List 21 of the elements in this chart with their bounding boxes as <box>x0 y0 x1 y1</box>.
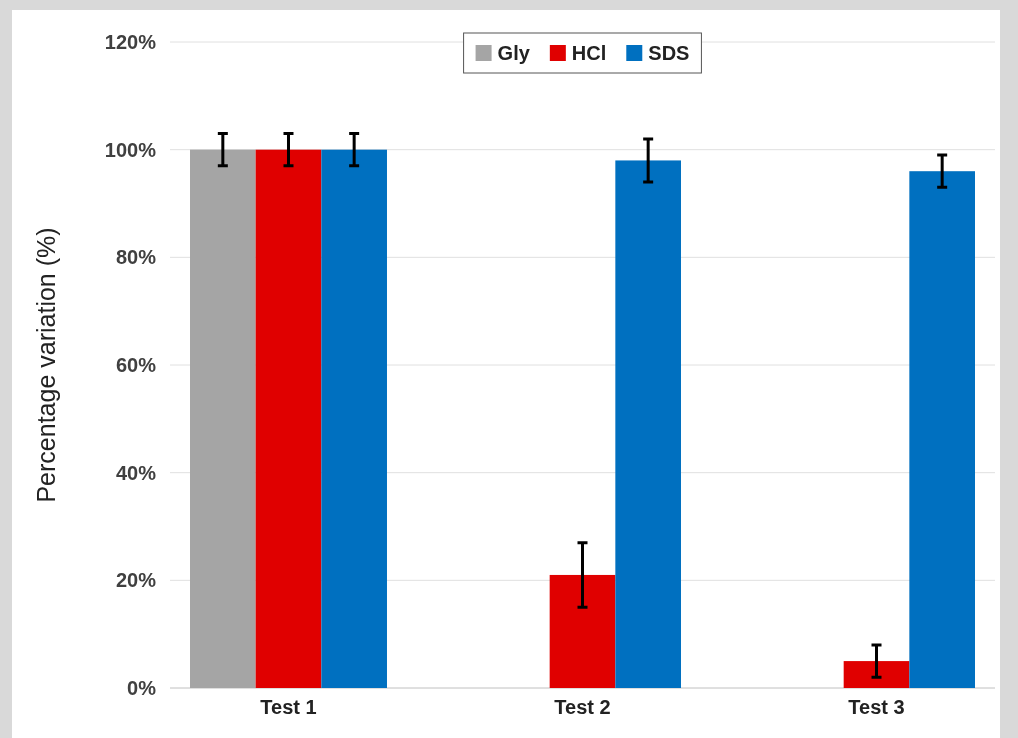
bar <box>190 149 256 688</box>
bar <box>549 574 616 688</box>
x-tick-label: Test 2 <box>554 696 611 719</box>
y-tick-label: 40% <box>115 461 157 484</box>
y-tick-label: 100% <box>104 138 157 161</box>
legend-label: HCl <box>571 42 607 64</box>
bar <box>321 149 387 688</box>
y-tick-label: 0% <box>127 676 157 699</box>
y-tick-label: 80% <box>115 246 157 269</box>
y-tick-label: 60% <box>115 353 157 376</box>
y-axis-title: Percentage variation (%) <box>32 227 60 503</box>
x-tick-label: Test 1 <box>260 696 317 719</box>
bar <box>615 160 681 688</box>
bar <box>909 171 975 688</box>
bar <box>255 149 322 688</box>
legend-label: Gly <box>497 42 531 64</box>
legend-label: SDS <box>648 42 690 64</box>
x-tick-label: Test 3 <box>848 696 905 719</box>
y-tick-label: 20% <box>115 569 157 592</box>
y-tick-label: 120% <box>104 30 157 53</box>
bar <box>843 661 910 688</box>
